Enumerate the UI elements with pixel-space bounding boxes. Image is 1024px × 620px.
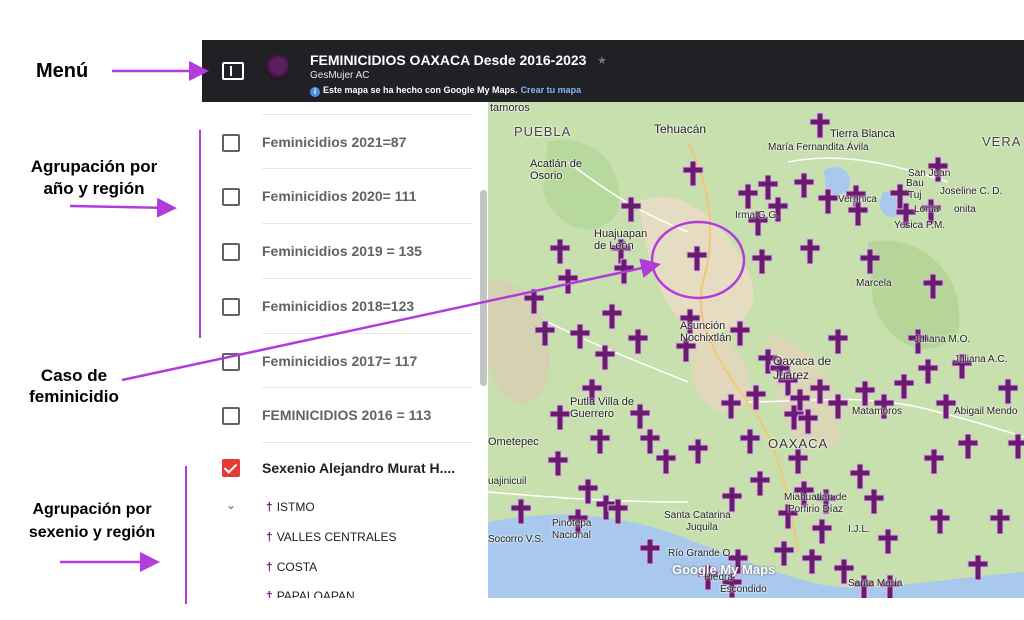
map-label: Oaxaca de Juárez xyxy=(773,354,832,382)
map-label: Marcela xyxy=(856,278,892,289)
map-label: Putla Villa de Guerrero xyxy=(570,396,635,420)
layer-2018[interactable]: Feminicidios 2018=123 xyxy=(202,280,472,334)
map-header: FEMINICIDIOS OAXACA Desde 2016-2023 ★ Ge… xyxy=(202,40,1024,102)
cross-icon: † xyxy=(266,560,273,574)
menu-toggle-icon[interactable] xyxy=(222,62,244,80)
map-label: I.J.L. xyxy=(848,524,870,535)
layer-checkbox[interactable] xyxy=(222,298,240,316)
map-label: Pinotepa Nacional xyxy=(552,518,592,541)
map-label: María Fernandita Ávila xyxy=(768,142,869,153)
map-label: VERA xyxy=(982,134,1022,149)
map-label: PUEBLA xyxy=(514,124,572,139)
divider xyxy=(262,442,472,443)
map-label: Socorro V.S. xyxy=(488,534,544,545)
region-label: VALLES CENTRALES xyxy=(276,530,397,544)
layers-panel: Feminicidios 2021=87 Feminicidios 2020= … xyxy=(202,102,488,598)
map-title: FEMINICIDIOS OAXACA Desde 2016-2023 xyxy=(310,52,587,68)
map-label: Veronica xyxy=(838,194,877,205)
map-label: Abigail Mendo xyxy=(954,406,1018,417)
divider xyxy=(262,168,472,169)
panel-scrollbar[interactable] xyxy=(480,190,487,386)
layer-label: FEMINICIDIOS 2016 = 113 xyxy=(262,407,432,423)
region-istmo[interactable]: † ISTMO xyxy=(266,500,315,514)
cross-icon: † xyxy=(266,530,273,544)
layer-2017[interactable]: Feminicidios 2017= 117 xyxy=(202,335,472,389)
map-author: GesMujer AC xyxy=(310,70,370,81)
create-map-link[interactable]: Crear tu mapa xyxy=(520,85,582,95)
map-label: Miahuatlán de xyxy=(784,492,847,503)
layer-label: Feminicidios 2021=87 xyxy=(262,134,407,150)
map-label: Santa Catarina xyxy=(664,510,731,521)
layer-checkbox[interactable] xyxy=(222,243,240,261)
map-label: tamoros xyxy=(490,102,530,114)
map-label: Tehuacán xyxy=(654,122,707,136)
map-label: Juquila xyxy=(686,522,718,533)
map-label: Escondido xyxy=(720,584,767,595)
layer-2020[interactable]: Feminicidios 2020= 111 xyxy=(202,170,472,224)
map-label: Huajuapan de León xyxy=(594,228,648,252)
layer-label: Feminicidios 2020= 111 xyxy=(262,188,417,204)
map-label: Matamoros xyxy=(852,406,903,417)
map-canvas[interactable]: tamoros PUEBLA Tehuacán Tierra Blanca Ma… xyxy=(488,102,1024,598)
map-label: OAXACA xyxy=(768,436,829,451)
layer-checkbox[interactable] xyxy=(222,407,240,425)
map-label: Río Grande O xyxy=(668,548,731,559)
map-label: San Juan xyxy=(908,168,951,179)
map-label: Tuj xyxy=(908,190,922,201)
layer-label: Feminicidios 2018=123 xyxy=(262,298,415,314)
map-label: Acatlán de Osorio xyxy=(530,158,582,182)
map-label: onita xyxy=(954,204,976,215)
map-label: Tierra Blanca xyxy=(830,128,896,140)
divider xyxy=(262,223,472,224)
chevron-down-icon[interactable]: ⌄ xyxy=(226,498,237,512)
divider xyxy=(262,387,472,388)
region-label: PAPALOAPAN xyxy=(276,589,355,598)
layer-checkbox[interactable] xyxy=(222,134,240,152)
map-label: Santa María xyxy=(848,578,903,589)
region-label: COSTA xyxy=(276,560,318,574)
sexenio-label[interactable]: Sexenio Alejandro Murat H.... xyxy=(262,460,456,476)
map-label: uajinicuil xyxy=(488,476,527,487)
layer-label: Feminicidios 2017= 117 xyxy=(262,353,418,369)
layer-2021[interactable]: Feminicidios 2021=87 xyxy=(202,116,472,170)
annotation-menu: Menú xyxy=(36,60,89,82)
map-label: Loma xyxy=(914,204,940,215)
layer-2016[interactable]: FEMINICIDIOS 2016 = 113 xyxy=(202,389,472,443)
region-papaloapan[interactable]: † PAPALOAPAN xyxy=(266,589,355,598)
info-icon: i xyxy=(310,87,320,97)
annotation-grouping-sexenio: Agrupación por sexenio y región xyxy=(28,501,156,541)
info-banner: i Este mapa se ha hecho con Google My Map… xyxy=(310,85,581,97)
info-text: Este mapa se ha hecho con Google My Maps… xyxy=(323,85,518,95)
layer-2019[interactable]: Feminicidios 2019 = 135 xyxy=(202,225,472,279)
divider xyxy=(262,278,472,279)
map-label: Joseline C. D. xyxy=(940,186,1003,197)
annotation-grouping-year: Agrupación por año y región xyxy=(30,157,158,198)
region-label: ISTMO xyxy=(276,500,315,514)
map-label: Asunción Nochixtlán xyxy=(680,320,732,344)
map-label: Ometepec xyxy=(488,436,539,448)
region-costa[interactable]: † COSTA xyxy=(266,560,317,574)
annotation-case: Caso de feminicidio xyxy=(29,366,119,406)
layer-checkbox[interactable] xyxy=(222,353,240,371)
cross-icon: † xyxy=(266,500,273,514)
layer-label: Feminicidios 2019 = 135 xyxy=(262,243,422,259)
map-label: Irma G.G. xyxy=(735,210,779,221)
star-icon[interactable]: ★ xyxy=(597,55,607,67)
google-my-maps-watermark: Google My Maps xyxy=(672,562,776,577)
divider xyxy=(262,333,472,334)
divider xyxy=(262,114,472,115)
sexenio-checkbox[interactable] xyxy=(222,459,240,477)
cross-icon: † xyxy=(266,589,273,598)
map-label: Bau xyxy=(906,178,924,189)
layer-checkbox[interactable] xyxy=(222,188,240,206)
arrow-grouping-year xyxy=(69,197,177,218)
map-label: Yesica P.M. xyxy=(894,220,946,231)
map-label: Porfirio Díaz xyxy=(788,504,844,515)
map-label: Piedra xyxy=(704,572,733,583)
region-valles-centrales[interactable]: † VALLES CENTRALES xyxy=(266,530,397,544)
map-label: Juliana M.O. xyxy=(914,334,971,345)
map-label: Juliana A.C. xyxy=(954,354,1008,365)
gesmujer-logo xyxy=(266,54,290,80)
